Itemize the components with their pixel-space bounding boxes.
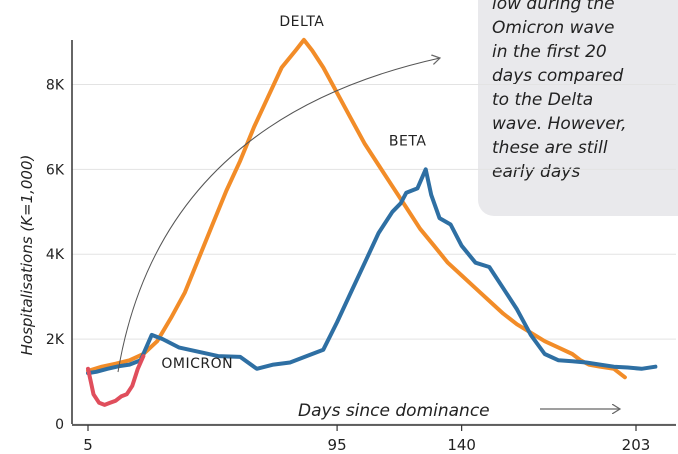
curved-arrow [117, 58, 440, 373]
series-label-beta: BETA [389, 133, 427, 149]
series-line-delta [86, 37, 627, 380]
series-label-delta: DELTA [279, 14, 324, 30]
x-tick-label: 140 [447, 436, 476, 454]
series-label-omicron: OMICRON [161, 356, 233, 372]
y-tick-label: 6K [46, 162, 65, 178]
callout-line: wave. However, [492, 114, 627, 134]
x-tick-label: 203 [622, 436, 651, 454]
callout-box [478, 0, 678, 216]
series-line-omicron [86, 354, 146, 407]
callout-text: low during the Omicron wave in the first… [492, 0, 672, 184]
y-tick-labels: 0 2K 4K 6K 8K [46, 77, 65, 433]
callout-line: early days [492, 162, 581, 182]
grid-lines [72, 83, 676, 425]
y-tick-label: 8K [46, 77, 65, 93]
callout-line: these are still [492, 138, 608, 158]
series-line-beta [86, 167, 658, 376]
callout-line: Omicron wave [492, 18, 615, 38]
axes [71, 40, 676, 426]
y-tick-label: 2K [46, 332, 65, 348]
x-tick-label: 95 [328, 436, 347, 454]
x-axis-label: Days since dominance [298, 401, 490, 421]
series-labels: DELTA BETA OMICRON [161, 14, 426, 372]
callout-line: low during the [492, 0, 615, 14]
series-lines [86, 37, 658, 407]
callout-line: days compared [492, 66, 624, 86]
callout-line: in the first 20 [492, 42, 607, 62]
y-tick-label: 0 [55, 417, 64, 433]
x-tick-label: 5 [83, 436, 93, 454]
x-tick-labels: 5 95 140 203 [83, 425, 650, 454]
y-axis-label: Hospitalisations (K=1,000) [18, 155, 36, 356]
y-tick-label: 4K [46, 247, 65, 263]
callout-line: to the Delta [492, 90, 594, 110]
